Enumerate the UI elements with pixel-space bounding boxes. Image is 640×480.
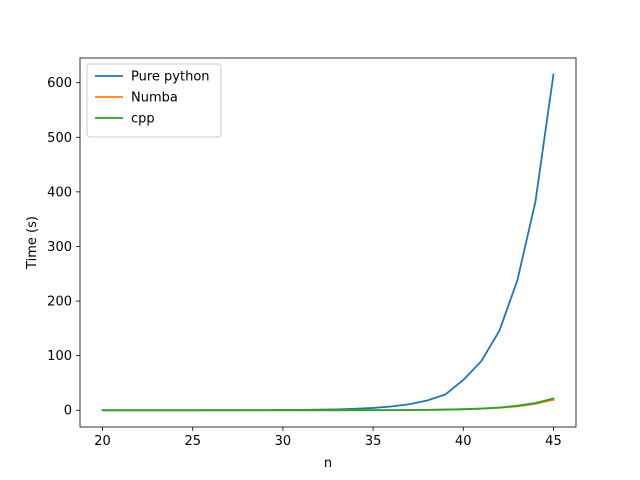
y-tick-label: 100: [47, 349, 72, 364]
x-tick-label: 45: [545, 434, 562, 449]
legend-label: Pure python: [131, 70, 210, 85]
y-axis-label: Time (s): [25, 216, 40, 270]
plot-frame: [79, 57, 577, 428]
series-layer: [101, 73, 555, 412]
x-tick-label: 35: [365, 434, 382, 449]
y-tick-label: 400: [47, 185, 72, 200]
x-tick-label: 25: [184, 434, 201, 449]
y-axis-ticks: 0 100 200 300 400 500 600: [47, 76, 80, 419]
legend-label: cpp: [131, 112, 155, 127]
x-tick-label: 40: [455, 434, 472, 449]
legend: Pure python Numba cpp: [86, 63, 222, 138]
x-axis-ticks: 20 25 30 35 40 45: [94, 427, 562, 449]
y-tick-label: 300: [47, 240, 72, 255]
series-line-cpp: [101, 397, 555, 412]
x-axis-label: n: [324, 456, 332, 471]
legend-label: Numba: [131, 91, 178, 106]
y-tick-label: 0: [64, 404, 72, 419]
x-tick-label: 20: [94, 434, 111, 449]
y-tick-label: 500: [47, 131, 72, 146]
y-tick-label: 600: [47, 76, 72, 91]
y-tick-label: 200: [47, 295, 72, 310]
x-tick-label: 30: [275, 434, 292, 449]
